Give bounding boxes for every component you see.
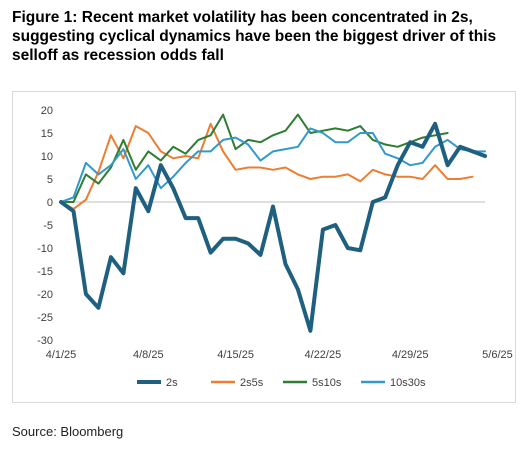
series-line-5s10s [60,113,449,203]
y-tick-label: -25 [37,312,53,324]
x-tick-label: 4/29/25 [392,349,429,361]
source-note: Source: Bloomberg [12,424,124,439]
legend-label-2s5s: 2s5s [240,377,264,389]
legend-label-5s10s: 5s10s [312,377,342,389]
y-tick-label: -10 [37,243,53,255]
legend-label-10s30s: 10s30s [390,377,426,389]
y-tick-label: 15 [41,128,53,140]
figure-title: Figure 1: Recent market volatility has b… [12,9,497,64]
y-tick-label: 0 [47,197,53,209]
series-line-2s [59,121,487,333]
series-line-10s30s [60,127,486,203]
chart-area: 20 15 10 5 0 -5 -10 -15 -20 -25 -30 4/1/25 4/8/25 4/1… [12,91,516,403]
x-tick-label: 4/22/25 [305,349,342,361]
x-tick-label: 4/1/25 [46,349,77,361]
y-tick-label: 10 [41,151,53,163]
y-tick-label: -15 [37,266,53,278]
y-tick-label: -20 [37,289,53,301]
series-line-2s5s [60,122,474,210]
y-tick-label: -30 [37,335,53,347]
legend-label-2s: 2s [166,377,178,389]
x-tick-label: 4/15/25 [217,349,254,361]
x-tick-label: 5/6/25 [482,349,513,361]
line-chart: 20 15 10 5 0 -5 -10 -15 -20 -25 -30 4/1/25 4/8/25 4/1… [37,105,513,389]
y-tick-label: -5 [43,220,53,232]
y-tick-label: 20 [41,105,53,117]
x-tick-label: 4/8/25 [133,349,164,361]
y-tick-label: 5 [47,174,53,186]
